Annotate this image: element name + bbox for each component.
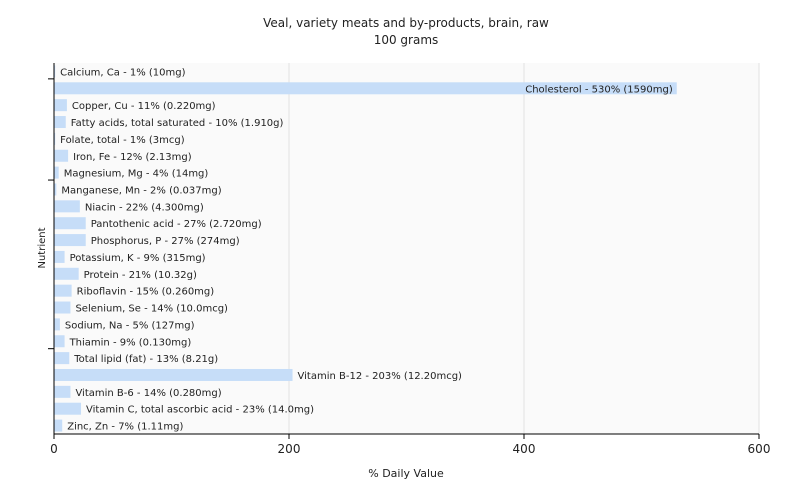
- bar-label: Vitamin B-12 - 203% (12.20mcg): [298, 371, 463, 382]
- bar-label: Vitamin C, total ascorbic acid - 23% (14…: [86, 405, 314, 416]
- bar: [54, 402, 82, 415]
- bar: [54, 82, 677, 95]
- bar: [54, 335, 65, 348]
- bar: [54, 132, 56, 145]
- x-tick-label: 600: [748, 442, 771, 456]
- bar-label: Niacin - 22% (4.300mg): [85, 202, 204, 213]
- bar-label: Calcium, Ca - 1% (10mg): [60, 67, 185, 78]
- bar-label: Pantothenic acid - 27% (2.720mg): [91, 219, 262, 230]
- bar: [54, 149, 69, 162]
- bar: [54, 284, 72, 297]
- bar: [54, 65, 56, 78]
- bar-label: Magnesium, Mg - 4% (14mg): [64, 169, 209, 180]
- bar-label: Total lipid (fat) - 13% (8.21g): [73, 354, 218, 365]
- bar-label: Riboflavin - 15% (0.260mg): [77, 287, 215, 298]
- bar-label: Cholesterol - 530% (1590mg): [525, 84, 673, 95]
- bar: [54, 318, 60, 331]
- chart-title: Veal, variety meats and by-products, bra…: [263, 16, 549, 30]
- bar-label: Phosphorus, P - 27% (274mg): [91, 236, 240, 247]
- bar-label: Fatty acids, total saturated - 10% (1.91…: [71, 118, 284, 129]
- bars: [54, 65, 677, 432]
- bar-label: Vitamin B-6 - 14% (0.280mg): [75, 388, 221, 399]
- chart-subtitle: 100 grams: [374, 33, 439, 47]
- bar: [54, 368, 293, 381]
- x-tick-label: 0: [50, 442, 58, 456]
- bar: [54, 419, 63, 432]
- bar: [54, 352, 70, 365]
- bar-label: Potassium, K - 9% (315mg): [70, 253, 206, 264]
- bar-label: Thiamin - 9% (0.130mg): [69, 337, 192, 348]
- bar-label: Zinc, Zn - 7% (1.11mg): [67, 422, 183, 433]
- bar: [54, 234, 86, 247]
- bar: [54, 116, 66, 129]
- bar-label: Iron, Fe - 12% (2.13mg): [73, 152, 192, 163]
- bar-label: Copper, Cu - 11% (0.220mg): [72, 101, 216, 112]
- bar-label: Protein - 21% (10.32g): [84, 270, 197, 281]
- bar-label: Sodium, Na - 5% (127mg): [65, 320, 195, 331]
- bar-label: Folate, total - 1% (3mcg): [60, 135, 185, 146]
- x-tick-label: 400: [513, 442, 536, 456]
- bar: [54, 250, 65, 263]
- bar-label: Selenium, Se - 14% (10.0mcg): [75, 304, 228, 315]
- bar: [54, 217, 86, 230]
- bar: [54, 267, 79, 280]
- bar: [54, 183, 57, 196]
- bar-label: Manganese, Mn - 2% (0.037mg): [61, 185, 221, 196]
- axes: 0 200 400 600: [48, 63, 770, 456]
- bar: [54, 99, 67, 112]
- bar: [54, 200, 80, 213]
- y-axis-label: Nutrient: [37, 227, 48, 268]
- x-tick-label: 200: [278, 442, 301, 456]
- bar: [54, 385, 71, 398]
- bar: [54, 166, 59, 179]
- bar-labels: Calcium, Ca - 1% (10mg) Cholesterol - 530…: [60, 67, 673, 432]
- bar: [54, 301, 71, 314]
- x-axis-label: % Daily Value: [368, 467, 444, 480]
